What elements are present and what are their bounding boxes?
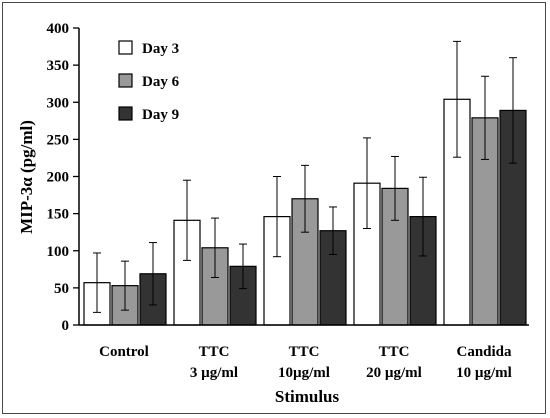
- legend-label: Day 6: [142, 74, 180, 90]
- y-tick-label: 400: [47, 21, 70, 37]
- y-axis-title: MIP-3α (pg/ml): [17, 120, 36, 234]
- y-tick-label: 300: [47, 95, 70, 111]
- axes: [78, 28, 529, 326]
- x-category-label: Control: [99, 344, 149, 360]
- x-category-sublabel: 10 µg/ml: [456, 365, 512, 381]
- x-axis-categories: Control TTC 3 µg/ml TTC 10µg/ml TTC 20 µg/ml Ca…: [99, 344, 512, 381]
- x-category-label: TTC: [289, 344, 320, 360]
- legend: Day 3 Day 6 Day 9: [118, 40, 180, 123]
- x-category-label: TTC: [199, 344, 230, 360]
- y-tick-label: 250: [47, 132, 70, 148]
- legend-label: Day 3: [142, 41, 179, 57]
- y-tick-label: 350: [47, 58, 70, 74]
- legend-swatch: [118, 40, 133, 55]
- legend-swatch: [118, 73, 133, 88]
- x-category-sublabel: 10µg/ml: [278, 365, 330, 381]
- y-tick-label: 200: [47, 170, 70, 186]
- x-category-sublabel: 20 µg/ml: [366, 365, 422, 381]
- x-axis-title: Stimulus: [275, 387, 340, 406]
- y-tick-label: 50: [54, 281, 69, 297]
- legend-swatch: [118, 106, 133, 121]
- bars: [83, 40, 527, 326]
- y-tick-label: 0: [62, 318, 70, 334]
- y-tick-label: 150: [47, 207, 70, 223]
- y-axis: 0 50 100 150 200 250 300 350 400: [47, 21, 79, 334]
- x-category-sublabel: 3 µg/ml: [190, 365, 238, 381]
- x-category-label: TTC: [379, 344, 410, 360]
- legend-label: Day 9: [142, 107, 179, 123]
- x-category-label: Candida: [456, 344, 512, 360]
- y-tick-label: 100: [47, 244, 70, 260]
